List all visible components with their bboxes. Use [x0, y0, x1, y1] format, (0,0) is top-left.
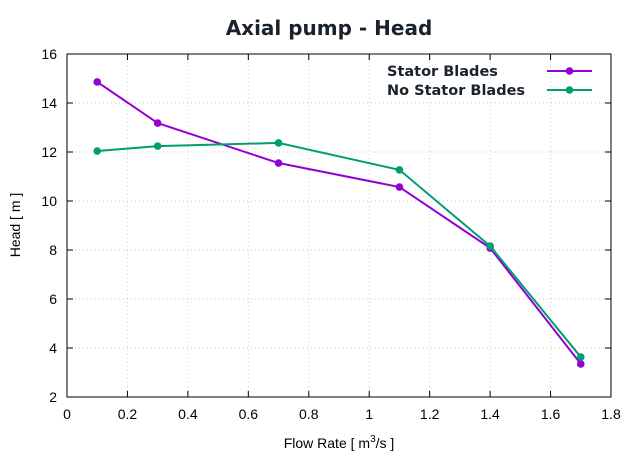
x-tick-label: 1 — [365, 406, 373, 422]
data-point — [153, 119, 162, 127]
data-point — [153, 142, 162, 150]
data-point — [274, 159, 283, 167]
x-tick-label: 0.6 — [239, 406, 259, 422]
y-tick-label: 14 — [41, 95, 57, 111]
plot-frame — [66, 53, 612, 398]
x-tick-label: 0.2 — [118, 406, 138, 422]
legend-marker — [565, 86, 574, 94]
legend-marker — [565, 67, 574, 75]
legend-label: Stator Blades — [387, 64, 498, 80]
data-point — [576, 353, 585, 361]
y-tick-label: 12 — [41, 144, 57, 160]
grid — [67, 54, 611, 397]
y-tick-label: 16 — [41, 46, 57, 62]
data-point — [395, 166, 404, 174]
x-tick-label: 1.6 — [541, 406, 561, 422]
x-tick-label: 0 — [63, 406, 71, 422]
y-tick-label: 4 — [49, 340, 57, 356]
data-point — [274, 139, 283, 147]
data-point — [486, 242, 494, 250]
y-tick-label: 10 — [41, 193, 57, 209]
x-tick-label: 1.4 — [480, 406, 500, 422]
y-tick-label: 2 — [49, 389, 57, 405]
data-point — [93, 78, 102, 86]
x-tick-label: 0.4 — [178, 406, 198, 422]
x-tick-label: 0.8 — [299, 406, 319, 422]
data-point — [395, 183, 404, 191]
x-tick-label: 1.8 — [601, 406, 621, 422]
y-axis-label: Head [ m ] — [7, 193, 23, 258]
legend: Stator Blades No Stator Blades — [387, 64, 592, 99]
series-line-stator-blades — [96, 81, 582, 365]
data-point — [93, 147, 102, 155]
y-tick-label: 6 — [49, 291, 57, 307]
chart-title: Axial pump - Head — [226, 16, 433, 40]
y-tick-label: 8 — [49, 242, 57, 258]
legend-label: No Stator Blades — [387, 83, 525, 99]
x-tick-label: 1.2 — [420, 406, 440, 422]
x-axis-label: Flow Rate [ m3/s ] — [284, 434, 395, 451]
series-line-no-stator-blades — [97, 141, 582, 358]
data-point — [576, 360, 585, 368]
